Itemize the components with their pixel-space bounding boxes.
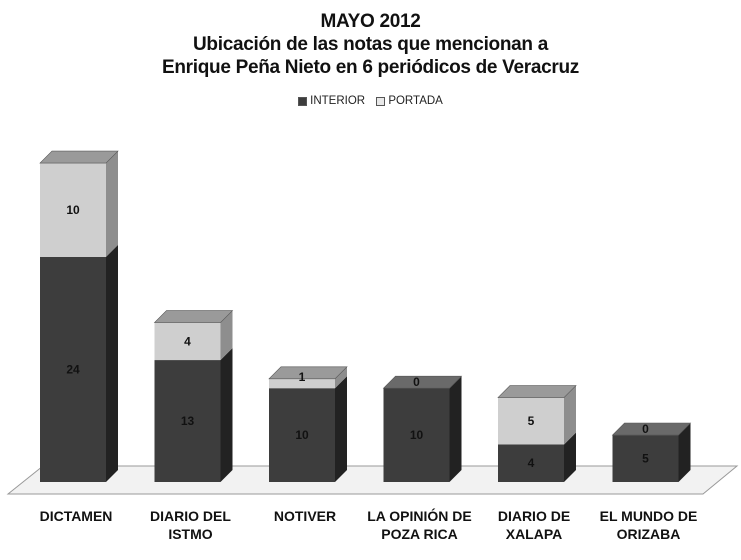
bar-side-diario-del-istmo-portada bbox=[220, 310, 233, 361]
bar-la-opini-n-de-poza-rica-interior bbox=[383, 388, 450, 482]
data-label-diario-de-xalapa-interior: 4 bbox=[528, 456, 535, 470]
bar-side-dictamen-interior bbox=[106, 244, 118, 482]
bar-side-la-opini-n-de-poza-rica-interior bbox=[449, 376, 462, 482]
bar-notiver-portada bbox=[269, 378, 335, 389]
data-label-la-opini-n-de-poza-rica-portada: 0 bbox=[413, 375, 420, 389]
data-label-dictamen-portada: 10 bbox=[66, 203, 80, 217]
category-label-line: DICTAMEN bbox=[39, 508, 113, 524]
bar-top-la-opini-n-de-poza-rica bbox=[382, 375, 463, 389]
chart-title-line-2: Ubicación de las notas que mencionan a bbox=[193, 34, 548, 55]
chart-title-line-1: MAYO 2012 bbox=[320, 11, 421, 32]
chart-title: MAYO 2012 Ubicación de las notas que men… bbox=[0, 10, 741, 79]
category-label-line: EL MUNDO DE bbox=[599, 508, 698, 524]
bar-top-el-mundo-de-orizaba bbox=[611, 422, 692, 436]
data-label-la-opini-n-de-poza-rica-interior: 10 bbox=[410, 428, 424, 442]
legend-label-interior: INTERIOR bbox=[310, 95, 366, 107]
category-label-diario-de-xalapa: DIARIO DE XALAPA bbox=[464, 507, 604, 543]
bar-diario-de-xalapa-portada bbox=[498, 397, 564, 445]
legend-swatch-portada bbox=[376, 96, 386, 106]
data-label-diario-del-istmo-interior: 13 bbox=[181, 414, 195, 428]
bar-top-diario-del-istmo bbox=[153, 310, 234, 323]
bar-dictamen-interior bbox=[40, 256, 106, 482]
category-label-line: POZA RICA bbox=[381, 526, 458, 542]
data-label-notiver-portada: 1 bbox=[299, 370, 306, 384]
data-label-notiver-interior: 10 bbox=[295, 428, 309, 442]
legend-label-portada: PORTADA bbox=[388, 95, 443, 107]
bar-side-notiver-portada bbox=[335, 366, 347, 389]
category-label-line: ORIZABA bbox=[616, 526, 681, 542]
category-label-line: DIARIO DE bbox=[497, 508, 571, 524]
bar-top-dictamen bbox=[39, 150, 119, 164]
legend-entry-portada: PORTADA bbox=[376, 95, 443, 107]
category-label-notiver: NOTIVER bbox=[235, 507, 375, 525]
data-label-diario-del-istmo-portada: 4 bbox=[184, 334, 191, 348]
legend-swatch-interior bbox=[298, 96, 308, 106]
category-label-line: XALAPA bbox=[505, 526, 563, 542]
category-label-el-mundo-de-orizaba: EL MUNDO DE ORIZABA bbox=[579, 507, 719, 543]
bar-diario-de-xalapa-interior bbox=[498, 444, 564, 482]
bar-side-diario-del-istmo-interior bbox=[220, 348, 233, 482]
bar-dictamen-portada bbox=[40, 163, 106, 257]
bar-layer: 24 10 13 4 10 1 10 0 4 5 5 0 bbox=[39, 150, 692, 482]
category-label-line: ISTMO bbox=[168, 526, 213, 542]
bar-top-diario-de-xalapa bbox=[497, 385, 577, 398]
bar-top-notiver bbox=[268, 366, 348, 380]
bar-side-dictamen-portada bbox=[106, 151, 118, 257]
chart-title-line-3: Enrique Peña Nieto en 6 periódicos de Ve… bbox=[161, 57, 579, 78]
bar-side-diario-de-xalapa-interior bbox=[564, 432, 576, 482]
category-label-line: NOTIVER bbox=[273, 508, 337, 524]
category-label-la-opini-n-de-poza-rica: LA OPINIÓN DE POZA RICA bbox=[350, 507, 490, 543]
category-label-line: DIARIO DEL bbox=[150, 508, 231, 524]
bar-side-el-mundo-de-orizaba-interior bbox=[678, 423, 691, 482]
category-label-line: LA OPINIÓN DE bbox=[367, 508, 472, 524]
bar-el-mundo-de-orizaba-interior bbox=[612, 435, 679, 482]
data-label-diario-de-xalapa-portada: 5 bbox=[528, 414, 535, 428]
legend-entry-interior: INTERIOR bbox=[298, 95, 365, 107]
category-label-diario-del-istmo: DIARIO DEL ISTMO bbox=[121, 507, 261, 543]
bar-notiver-interior bbox=[269, 388, 335, 482]
data-label-el-mundo-de-orizaba-interior: 5 bbox=[642, 452, 649, 466]
data-label-el-mundo-de-orizaba-portada: 0 bbox=[642, 422, 649, 436]
bar-side-diario-de-xalapa-portada bbox=[564, 385, 576, 445]
data-label-dictamen-interior: 24 bbox=[66, 362, 80, 376]
bar-diario-del-istmo-portada bbox=[154, 322, 221, 361]
legend: INTERIOR PORTADA bbox=[0, 95, 741, 109]
bar-diario-del-istmo-interior bbox=[154, 360, 221, 482]
category-label-dictamen: DICTAMEN bbox=[6, 507, 146, 525]
bar-side-notiver-interior bbox=[335, 376, 347, 482]
